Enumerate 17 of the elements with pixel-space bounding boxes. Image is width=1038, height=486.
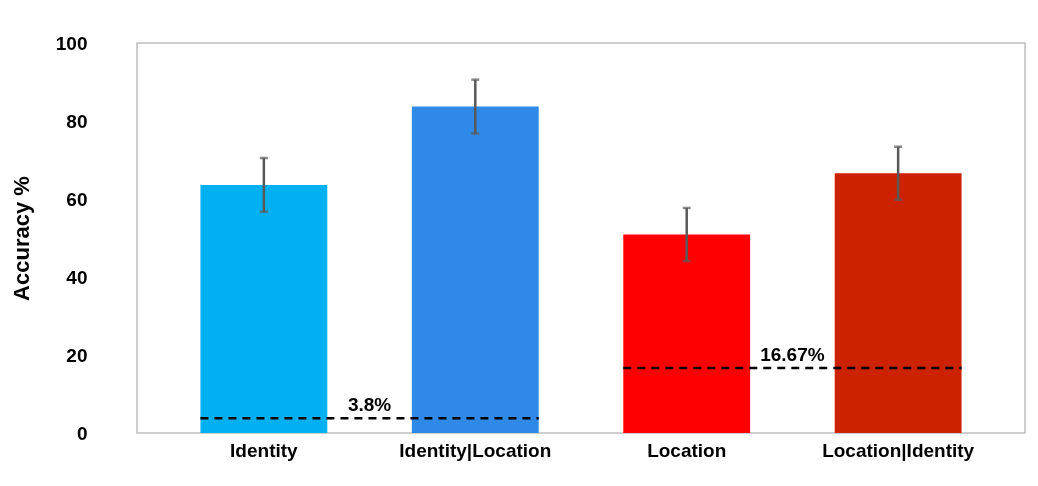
y-axis-title: Accuracy %	[8, 176, 34, 301]
bar	[623, 234, 751, 433]
bar	[834, 173, 962, 433]
bar	[411, 106, 539, 433]
x-tick-label: Identity|Location	[399, 439, 552, 461]
ref-line-label: 16.67%	[760, 343, 825, 365]
y-tick-label: 80	[66, 110, 88, 132]
y-tick-label: 20	[66, 344, 88, 366]
x-tick-label: Location	[647, 439, 727, 461]
y-tick-label: 60	[66, 188, 88, 210]
x-tick-label: Location|Identity	[822, 439, 975, 461]
bar	[200, 184, 328, 433]
y-tick-label: 100	[55, 32, 88, 54]
ref-line-label: 3.8%	[347, 394, 392, 416]
y-tick-label: 0	[76, 422, 88, 444]
x-tick-label: Identity	[230, 439, 299, 461]
y-tick-label: 40	[66, 266, 88, 288]
